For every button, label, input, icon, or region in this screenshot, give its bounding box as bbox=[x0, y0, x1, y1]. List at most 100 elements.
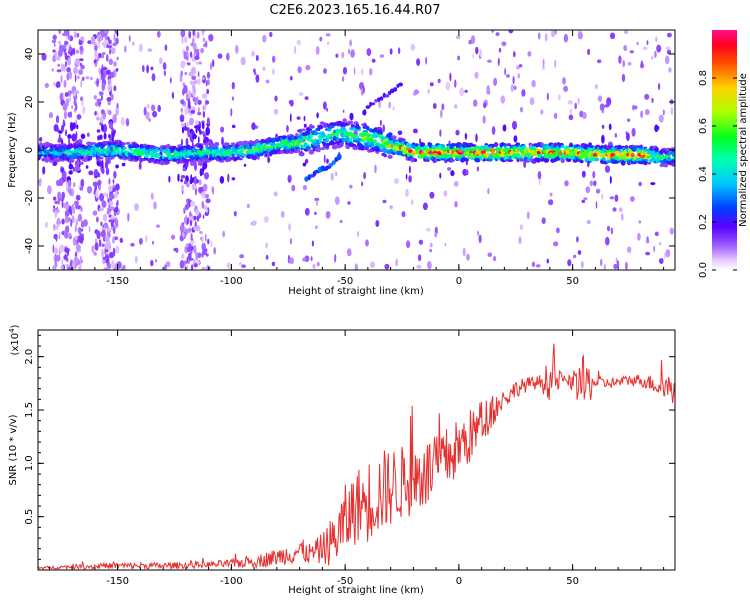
spectrogram-speckle bbox=[200, 47, 205, 54]
spectrogram-speckle bbox=[538, 178, 541, 186]
spectrogram-speckle bbox=[638, 220, 642, 224]
spectrogram-ridge-cell bbox=[196, 156, 200, 160]
spectrogram-speckle bbox=[537, 32, 541, 40]
spectrogram-speckle bbox=[190, 109, 195, 114]
spectrogram-speckle bbox=[73, 207, 75, 215]
spectrogram-speckle bbox=[361, 68, 364, 76]
spectrogram-speckle bbox=[192, 42, 197, 50]
spectrogram-speckle bbox=[102, 74, 105, 82]
spectrogram-speckle bbox=[251, 220, 257, 226]
spectrogram-speckle bbox=[65, 180, 68, 184]
spectrogram-speckle bbox=[581, 199, 586, 203]
spectrogram-speckle bbox=[180, 107, 184, 114]
spectrogram-speckle bbox=[330, 172, 334, 181]
spectrogram-speckle bbox=[108, 251, 115, 259]
spectrogram-speckle bbox=[353, 67, 356, 75]
spectrogram-speckle bbox=[171, 91, 175, 99]
spectrogram-speckle bbox=[100, 68, 104, 75]
spectrogram-speckle bbox=[186, 183, 190, 188]
spectrogram-speckle bbox=[65, 183, 68, 192]
spectrogram-feature-cell bbox=[328, 163, 334, 167]
spectrogram-speckle bbox=[116, 56, 119, 61]
spectrogram-speckle bbox=[274, 95, 278, 102]
spectrogram-speckle bbox=[94, 242, 99, 251]
spectrogram-speckle bbox=[614, 194, 619, 202]
spectrogram-speckle bbox=[169, 77, 172, 84]
spectrogram-speckle bbox=[91, 245, 95, 253]
spectrogram-speckle bbox=[326, 158, 329, 164]
spectrogram-ridge-cell bbox=[105, 156, 110, 161]
spectrogram-speckle bbox=[487, 252, 493, 257]
spectrogram-ridge-cell bbox=[457, 152, 463, 155]
spectrogram-speckle bbox=[206, 117, 210, 125]
spectrogram-speckle bbox=[189, 117, 194, 126]
spectrogram-speckle bbox=[74, 58, 80, 66]
spectrogram-speckle bbox=[67, 134, 72, 139]
spectrogram-speckle bbox=[563, 33, 569, 43]
spectrogram-speckle bbox=[473, 99, 478, 107]
spectrogram-speckle bbox=[286, 125, 289, 133]
snr-xlabel: Height of straight line (km) bbox=[288, 585, 424, 596]
spectrogram-speckle bbox=[77, 75, 80, 80]
spectrogram-speckle bbox=[60, 74, 63, 84]
spectrogram-speckle bbox=[486, 85, 491, 94]
spectrogram-speckle bbox=[109, 206, 115, 211]
spectrogram-speckle bbox=[103, 192, 107, 197]
spectrogram-ridge-cell bbox=[272, 150, 279, 154]
spectrogram-speckle bbox=[180, 30, 186, 38]
spectrogram-speckle bbox=[192, 215, 197, 221]
spectrogram-speckle bbox=[134, 255, 138, 264]
spectrogram-speckle bbox=[53, 196, 57, 201]
spectrogram-speckle bbox=[379, 54, 385, 58]
spectrogram-speckle bbox=[612, 207, 617, 212]
spectrogram-speckle bbox=[614, 133, 618, 138]
spectrogram-speckle bbox=[246, 203, 250, 209]
spectrogram-ridge-cell bbox=[159, 148, 163, 152]
spectrogram-speckle bbox=[186, 94, 189, 99]
spectrogram-speckle bbox=[290, 75, 293, 81]
spectrogram-speckle bbox=[74, 90, 80, 94]
spectrogram-speckle bbox=[531, 79, 536, 88]
spectrogram-speckle bbox=[62, 202, 67, 208]
spectrogram-speckle bbox=[650, 182, 656, 186]
spectrogram-speckle bbox=[108, 203, 111, 213]
spectrogram-speckle bbox=[190, 201, 196, 207]
spectrogram-speckle bbox=[38, 178, 42, 187]
spectrogram-speckle bbox=[548, 199, 554, 206]
spectrogram-speckle bbox=[609, 32, 616, 40]
spectrogram-speckle bbox=[58, 231, 61, 237]
spectrogram-ridge-cell bbox=[427, 153, 431, 158]
spectrogram-speckle bbox=[146, 103, 150, 109]
spectrogram-speckle bbox=[204, 172, 209, 180]
spectrogram-speckle bbox=[609, 175, 612, 184]
spectrogram-speckle bbox=[58, 130, 63, 134]
spectrogram-speckle bbox=[192, 88, 197, 93]
spectrogram-speckle bbox=[85, 165, 89, 169]
spectrogram-ridge-cell bbox=[387, 132, 393, 137]
spectrogram-speckle bbox=[122, 264, 126, 270]
spectrogram-speckle bbox=[82, 76, 85, 81]
spectrogram-speckle bbox=[71, 215, 75, 224]
spectrogram-speckle bbox=[97, 42, 101, 49]
spectrogram-ridge-cell bbox=[38, 153, 44, 157]
spectrogram-speckle bbox=[92, 210, 98, 216]
spectrogram-ridge-cell bbox=[545, 149, 549, 154]
spectrogram-speckle bbox=[105, 249, 109, 253]
spectrogram-speckle bbox=[64, 60, 68, 67]
spectrogram-speckle bbox=[542, 58, 545, 67]
spectrogram-speckle bbox=[482, 115, 486, 124]
spectrogram-speckle bbox=[335, 53, 339, 58]
spectrogram-speckle bbox=[615, 257, 618, 263]
spectrogram-ridge-cell bbox=[201, 151, 208, 155]
spectrogram-ridge-cell bbox=[653, 155, 658, 160]
spectrogram-ridge-cell bbox=[527, 154, 532, 158]
spectrogram-speckle bbox=[231, 124, 236, 129]
spectrogram-speckle bbox=[339, 219, 343, 224]
spectrogram-speckle bbox=[202, 248, 207, 256]
spectrogram-speckle bbox=[668, 67, 672, 73]
spectrogram-speckle bbox=[479, 49, 482, 58]
spectrogram-speckle bbox=[92, 181, 98, 187]
spectrogram-speckle bbox=[597, 59, 602, 64]
spectrogram-speckle bbox=[190, 264, 194, 270]
spectrogram-speckle bbox=[108, 109, 112, 116]
